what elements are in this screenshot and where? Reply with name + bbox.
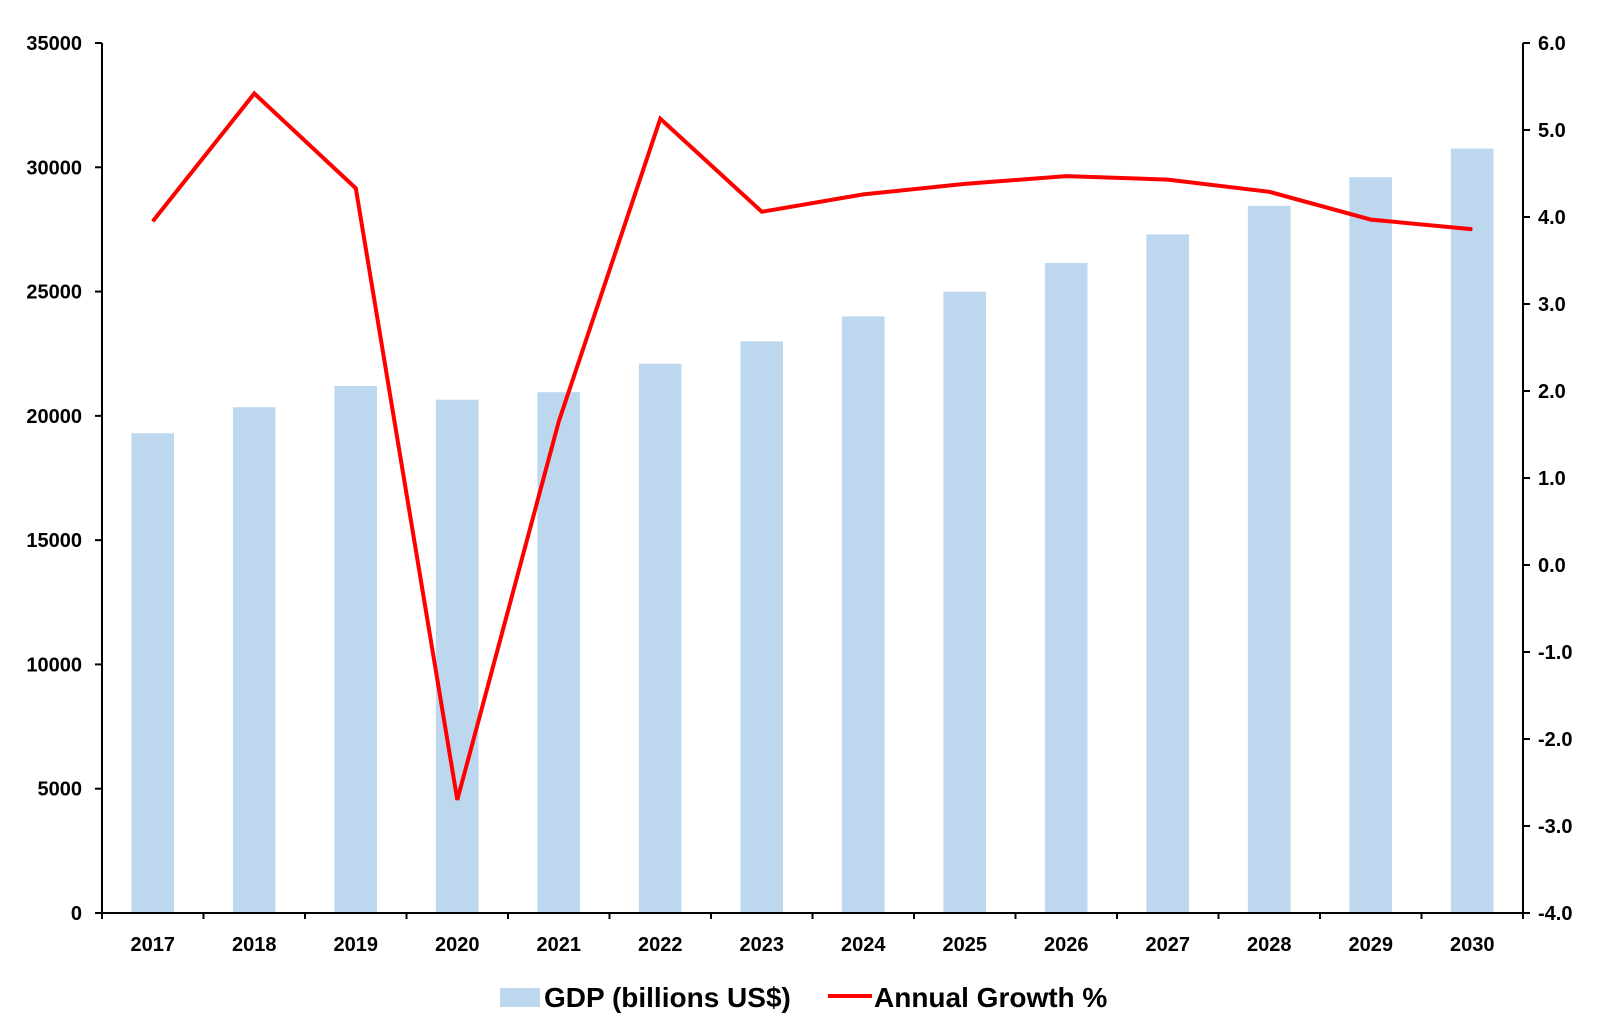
left-axis-ticks: 0 5000 10000 15000 20000 25000 30000 35000 xyxy=(26,33,102,925)
gdp-bar-2023 xyxy=(740,341,783,913)
right-tick-label: 5.0 xyxy=(1538,120,1566,142)
right-tick-label: 6.0 xyxy=(1538,33,1566,55)
right-tick-label: 3.0 xyxy=(1538,294,1566,316)
gdp-bar-2026 xyxy=(1044,263,1088,913)
gdp-bar-2017 xyxy=(131,433,174,913)
gdp-bar-2018 xyxy=(232,407,276,913)
gdp-bar-2025 xyxy=(943,291,986,914)
axes xyxy=(101,43,1524,914)
growth-point-2019 xyxy=(355,187,357,189)
growth-point-2020 xyxy=(456,799,458,801)
left-tick-label: 0 xyxy=(71,903,82,925)
legend-gdp-label: GDP (billions US$) xyxy=(544,982,791,1013)
left-tick-label: 5000 xyxy=(38,779,83,801)
growth-point-2029 xyxy=(1370,219,1372,221)
growth-point-2018 xyxy=(253,93,255,94)
legend: GDP (billions US$) Annual Growth % xyxy=(500,982,1107,1013)
legend-growth-label: Annual Growth % xyxy=(874,982,1107,1013)
right-tick-label: -3.0 xyxy=(1538,816,1572,838)
gdp-bar-2027 xyxy=(1146,234,1189,913)
left-tick-label: 25000 xyxy=(26,282,82,304)
x-tick-label-2019: 2019 xyxy=(334,934,379,956)
x-tick-label-2020: 2020 xyxy=(435,934,480,956)
gdp-bar-2029 xyxy=(1349,177,1392,913)
x-tick-label-2026: 2026 xyxy=(1044,934,1089,956)
gdp-bar-2022 xyxy=(638,363,682,913)
gdp-bar-2019 xyxy=(334,386,377,913)
annual-growth-line xyxy=(151,90,1473,801)
right-tick-label: -1.0 xyxy=(1538,642,1572,664)
growth-point-2027 xyxy=(1167,179,1169,181)
growth-point-2025 xyxy=(964,183,966,185)
left-tick-label: 15000 xyxy=(26,530,82,552)
gdp-bar-2020 xyxy=(435,399,479,913)
left-tick-label: 10000 xyxy=(26,654,82,676)
x-tick-label-2021: 2021 xyxy=(537,934,582,956)
growth-point-2024 xyxy=(862,193,864,195)
x-tick-label-2022: 2022 xyxy=(638,934,683,956)
x-tick-label-2017: 2017 xyxy=(131,934,176,956)
x-tick-label-2018: 2018 xyxy=(232,934,277,956)
legend-gdp-swatch xyxy=(500,988,540,1007)
right-tick-label: 4.0 xyxy=(1538,207,1566,229)
growth-point-2026 xyxy=(1065,175,1067,177)
right-tick-label: 0.0 xyxy=(1538,555,1566,577)
right-axis-ticks: -4.0 -3.0 -2.0 -1.0 0.0 1.0 2.0 3.0 4.0 5.0 6.0 xyxy=(1523,33,1572,925)
growth-point-2028 xyxy=(1268,191,1270,193)
left-tick-label: 35000 xyxy=(26,33,82,55)
growth-point-2022 xyxy=(659,118,661,120)
x-tick-label-2027: 2027 xyxy=(1146,934,1191,956)
x-tick-label-2028: 2028 xyxy=(1247,934,1292,956)
x-tick-label-2023: 2023 xyxy=(740,934,785,956)
right-tick-label: 1.0 xyxy=(1538,468,1566,490)
growth-point-2017 xyxy=(152,220,154,222)
right-tick-label: -4.0 xyxy=(1538,903,1572,925)
x-tick-label-2030: 2030 xyxy=(1450,934,1495,956)
right-tick-label: 2.0 xyxy=(1538,381,1566,403)
left-tick-label: 30000 xyxy=(26,157,82,179)
x-axis-ticks: 2017 2018 2019 2020 2021 2022 2023 2024 2025 2026… xyxy=(101,913,1524,956)
gdp-bars xyxy=(131,148,1494,914)
growth-point-2030 xyxy=(1471,228,1473,230)
growth-line-layer xyxy=(151,90,1473,801)
right-tick-label: -2.0 xyxy=(1538,729,1572,751)
gdp-bar-2030 xyxy=(1450,148,1494,914)
x-tick-label-2029: 2029 xyxy=(1349,934,1394,956)
gdp-bar-2024 xyxy=(841,316,885,913)
x-tick-label-2025: 2025 xyxy=(943,934,988,956)
growth-point-2021 xyxy=(558,420,560,422)
x-tick-label-2024: 2024 xyxy=(841,934,886,956)
gdp-bar-2028 xyxy=(1247,205,1291,914)
growth-point-2023 xyxy=(761,211,763,213)
left-tick-label: 20000 xyxy=(26,406,82,428)
